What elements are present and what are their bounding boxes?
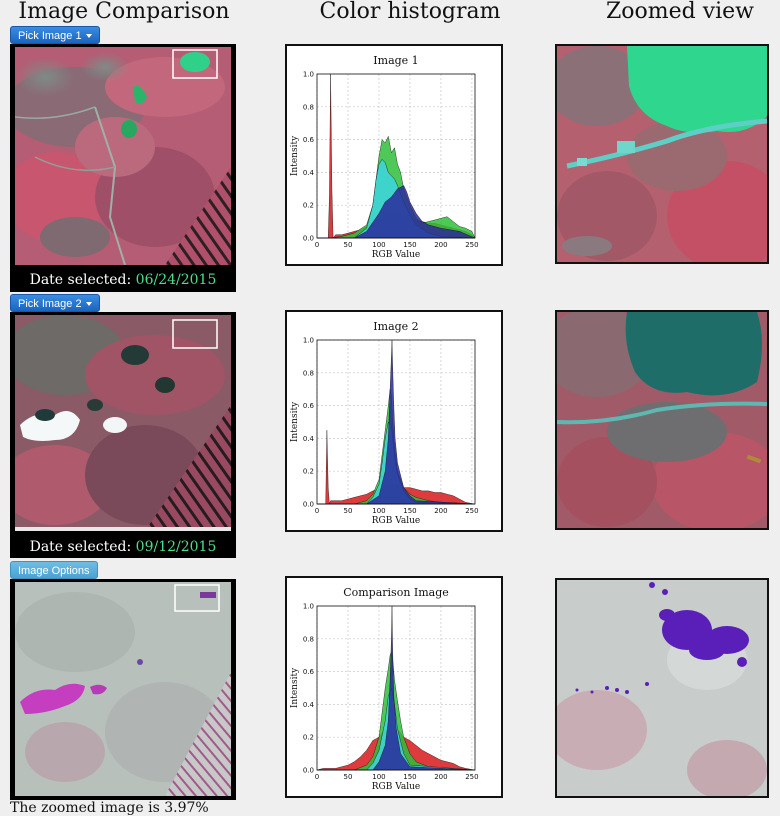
satellite-image-2[interactable] (15, 315, 231, 531)
y-tick-label: 0.8 (303, 103, 314, 111)
y-tick-label: 0.6 (303, 402, 315, 410)
x-tick-label: 50 (344, 241, 353, 249)
y-tick-label: 0.4 (303, 169, 315, 177)
histogram-title: Image 1 (373, 54, 418, 67)
x-tick-label: 50 (344, 773, 353, 781)
image-1-date-label: Date selected: (29, 272, 132, 288)
y-tick-label: 0.6 (303, 668, 315, 676)
image-options-label: Image Options (18, 565, 90, 577)
x-axis-label: RGB Value (372, 516, 420, 526)
x-tick-label: 250 (465, 507, 478, 515)
y-tick-label: 0.4 (303, 701, 315, 709)
histogram-image-1: Image 1 0 50 100 150 200 250 0.0 0.2 0.4 0.6 0.8 1.0… (285, 44, 503, 266)
x-axis-label: RGB Value (372, 250, 420, 260)
x-tick-label: 100 (372, 241, 385, 249)
caret-down-icon (85, 302, 92, 307)
x-tick-label: 0 (315, 507, 319, 515)
histogram-image-2: Image 2 0 50 100 150 200 250 0.0 0.2 0.4 0.6 0.8 1.0… (285, 310, 503, 532)
y-tick-label: 0.6 (303, 136, 315, 144)
image-1-panel: Date selected: 06/24/2015 (10, 44, 236, 292)
y-tick-label: 1.0 (303, 71, 314, 79)
y-tick-label: 0.0 (303, 767, 314, 775)
caret-down-icon (85, 34, 92, 39)
y-tick-label: 0.2 (303, 468, 314, 476)
x-tick-label: 50 (344, 507, 353, 515)
x-tick-label: 200 (434, 241, 447, 249)
image-2-date-value: 09/12/2015 (135, 539, 217, 555)
y-tick-label: 0.8 (303, 635, 314, 643)
x-tick-label: 150 (403, 241, 416, 249)
y-axis-label: Intensity (290, 135, 300, 176)
y-tick-label: 0.8 (303, 369, 314, 377)
y-tick-label: 1.0 (303, 337, 314, 345)
y-tick-label: 0.0 (303, 501, 314, 509)
image-1-date-value: 06/24/2015 (135, 272, 217, 288)
pick-image-2-button[interactable]: Pick Image 2 (10, 294, 100, 312)
x-tick-label: 250 (465, 773, 478, 781)
header-zoomed-view: Zoomed view (605, 0, 755, 24)
image-2-date-label: Date selected: (29, 539, 132, 555)
x-tick-label: 200 (434, 507, 447, 515)
y-tick-label: 0.2 (303, 202, 314, 210)
zoomed-view-1 (555, 44, 769, 264)
y-tick-label: 0.4 (303, 435, 315, 443)
header-image-comparison: Image Comparison (18, 0, 230, 24)
histogram-title: Comparison Image (343, 586, 449, 599)
y-axis-label: Intensity (290, 401, 300, 442)
comparison-image-panel (10, 579, 236, 800)
comparison-image[interactable] (15, 582, 231, 796)
pick-image-1-button[interactable]: Pick Image 1 (10, 26, 100, 44)
x-tick-label: 150 (403, 773, 416, 781)
y-tick-label: 1.0 (303, 603, 314, 611)
x-tick-label: 100 (372, 507, 385, 515)
plot-frame (316, 605, 476, 771)
zoom-percentage-text: The zoomed image is 3.97% (10, 800, 209, 816)
y-axis-label: Intensity (290, 667, 300, 708)
histogram-series-3 (317, 605, 476, 771)
x-tick-label: 0 (315, 773, 319, 781)
pick-image-1-label: Pick Image 1 (18, 30, 82, 42)
x-axis-label: RGB Value (372, 782, 420, 792)
image-2-panel: Date selected: 09/12/2015 (10, 312, 236, 558)
x-tick-label: 250 (465, 241, 478, 249)
y-tick-label: 0.2 (303, 734, 314, 742)
histogram-title: Image 2 (373, 320, 418, 333)
plot-frame (316, 73, 476, 239)
pick-image-2-label: Pick Image 2 (18, 298, 82, 310)
satellite-image-1[interactable] (15, 47, 231, 265)
image-options-button[interactable]: Image Options (10, 561, 98, 579)
histogram-series-3 (317, 185, 476, 239)
x-tick-label: 0 (315, 241, 319, 249)
zoomed-view-3 (555, 578, 769, 798)
image-1-date: Date selected: 06/24/2015 (10, 272, 236, 288)
y-tick-label: 0.0 (303, 235, 314, 243)
histogram-comparison-chart: Comparison Image 0 50 100 150 200 250 0.0 0.2 0.4… (290, 586, 479, 792)
x-tick-label: 200 (434, 773, 447, 781)
image-2-date: Date selected: 09/12/2015 (10, 539, 236, 555)
histogram-series-3 (317, 339, 476, 505)
histogram-image-1-chart: Image 1 0 50 100 150 200 250 0.0 0.2 0.4 0.6 0.8 1.0… (290, 54, 479, 260)
x-tick-label: 150 (403, 507, 416, 515)
zoomed-view-2 (555, 310, 769, 530)
x-tick-label: 100 (372, 773, 385, 781)
header-color-histogram: Color histogram (319, 0, 501, 24)
plot-frame (316, 339, 476, 505)
histogram-comparison: Comparison Image 0 50 100 150 200 250 0.0 0.2 0.4… (285, 576, 503, 798)
histogram-image-2-chart: Image 2 0 50 100 150 200 250 0.0 0.2 0.4 0.6 0.8 1.0… (290, 320, 479, 526)
